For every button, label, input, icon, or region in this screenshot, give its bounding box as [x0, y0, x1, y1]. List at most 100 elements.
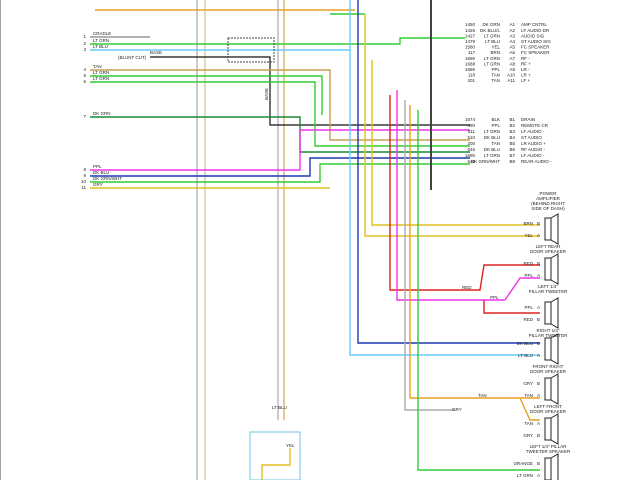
- wire: [357, 0, 540, 344]
- speaker-pin: B: [537, 261, 540, 266]
- wire-color: DK GRN: [93, 111, 111, 116]
- pin-number: 7: [83, 114, 86, 119]
- wire-color: LT BLU: [93, 44, 108, 49]
- speaker-body: [544, 377, 552, 401]
- pin-function: LF AUDIO DR: [521, 28, 550, 33]
- pin-id: B5: [509, 141, 515, 146]
- wire-color: BLK: [491, 117, 500, 122]
- pin-function: LR +: [521, 73, 531, 78]
- pin-id: B7: [509, 153, 515, 158]
- labels: 1 CRADLE 2 LT GRN 3 LT BLU 4 TAN 5 LT GRN 6 LT GRN 7…: [81, 22, 571, 480]
- wire-color: LT GRN: [93, 76, 109, 81]
- wire-label: YEL: [286, 443, 295, 448]
- wire-label: LT BLU: [272, 405, 287, 410]
- wire-color: BRN: [490, 50, 500, 55]
- pin-id: B2: [509, 123, 515, 128]
- wire: [504, 277, 540, 301]
- pin-number: 2: [83, 41, 86, 46]
- pin-number: 5: [83, 73, 86, 78]
- splice-pack: [227, 37, 275, 63]
- wire: [409, 105, 540, 399]
- speaker-pin: B: [537, 433, 540, 438]
- speaker-wire-color: LT BLU: [518, 353, 533, 358]
- speaker-body: [544, 217, 552, 241]
- pin-number: 6: [83, 79, 86, 84]
- circuit-number: 117: [468, 50, 476, 55]
- wire-color: GRY: [93, 182, 103, 187]
- pin-function: RF -: [521, 56, 530, 61]
- pin-id: A3: [509, 33, 515, 38]
- speaker-cone: [550, 253, 559, 285]
- speaker-name: LEFT 1/4": [538, 284, 558, 289]
- pin-function: AUDIO SIG: [521, 33, 545, 38]
- speaker-wire-color: BRN: [523, 221, 533, 226]
- speaker-name: LEFT FRONT: [534, 404, 562, 409]
- speaker-body: [544, 257, 552, 281]
- speaker-name: PILLAR TWEETER: [529, 289, 568, 294]
- splice-label: (BLUNT CUT): [118, 55, 147, 60]
- wire: [90, 69, 470, 141]
- wire: [90, 37, 465, 45]
- speaker-wire-color: PPL: [524, 305, 533, 310]
- speaker-wire-color: TAN: [524, 421, 533, 426]
- speaker-name: FRONT RIGHT: [533, 364, 564, 369]
- pin-id: A4: [509, 39, 515, 44]
- circuit-number: 510: [467, 135, 475, 140]
- pin-number: 4: [83, 67, 86, 72]
- circuit-number: 1580: [465, 45, 476, 50]
- speaker-pin: A: [537, 473, 540, 478]
- pin-function: ST AUDIO SIG: [521, 39, 551, 44]
- wire: [483, 300, 540, 314]
- speaker-name: DOOR SPEAKER: [530, 369, 567, 374]
- speaker-name: DOOR SPEAKER: [530, 409, 567, 414]
- wire: [90, 81, 470, 147]
- amplifier-label: SIDE OF DASH): [531, 206, 565, 211]
- wire: [389, 95, 540, 291]
- speaker-pin: B: [537, 341, 540, 346]
- speaker-cone: [550, 297, 559, 329]
- pin-function: LF +: [521, 78, 531, 83]
- speaker-wire-color: ORANGE: [513, 461, 533, 466]
- wire-label: GRY: [452, 407, 462, 412]
- pin-function: REMOTE CR: [521, 123, 549, 128]
- circuit-number: 1690: [465, 153, 476, 158]
- speaker-cone: [550, 213, 559, 245]
- wire-color: TAN: [93, 64, 102, 69]
- pin-id: A10: [507, 73, 516, 78]
- circuit-number: 1479: [465, 39, 476, 44]
- circuit-number: 1426: [465, 28, 476, 33]
- speaker-pin: A: [537, 393, 540, 398]
- wire-color: LT GRN: [484, 56, 500, 61]
- speaker-body: [544, 417, 552, 441]
- wire-color: TAN: [491, 73, 500, 78]
- wire-color: DK BLU: [484, 135, 500, 140]
- speaker-wire-color: RED: [523, 261, 533, 266]
- splice-label: BASE: [264, 88, 269, 100]
- wire: [519, 397, 540, 421]
- wire-color: DK GRN: [482, 22, 500, 27]
- circuit-number: 646: [467, 147, 475, 152]
- wire: [396, 90, 505, 301]
- wire: [90, 157, 470, 177]
- circuit-number: 1688: [465, 61, 476, 66]
- circuit-number: 201: [467, 78, 475, 83]
- pin-number: 11: [81, 185, 86, 190]
- pin-function: RF +: [521, 61, 531, 66]
- wire: [90, 163, 470, 183]
- amplifier-edge: [430, 0, 432, 190]
- wire-color: LT GRN: [93, 38, 109, 43]
- pin-function: LR -: [521, 67, 530, 72]
- pin-function: AMP CNTRL: [521, 22, 547, 27]
- wire: [371, 60, 540, 226]
- speaker-name: LEFT REAR: [536, 244, 561, 249]
- wire-color: LT GRN: [484, 33, 500, 38]
- speaker-pin: A: [537, 233, 540, 238]
- pin-id: A5: [509, 45, 515, 50]
- wire-color: YEL: [491, 45, 500, 50]
- wire: [364, 14, 540, 237]
- speaker-cone: [550, 333, 559, 365]
- speaker-pin: B: [537, 317, 540, 322]
- speaker-wire-color: TAN: [524, 393, 533, 398]
- amplifier-label: POWER: [539, 191, 557, 196]
- speaker-pin: A: [537, 353, 540, 358]
